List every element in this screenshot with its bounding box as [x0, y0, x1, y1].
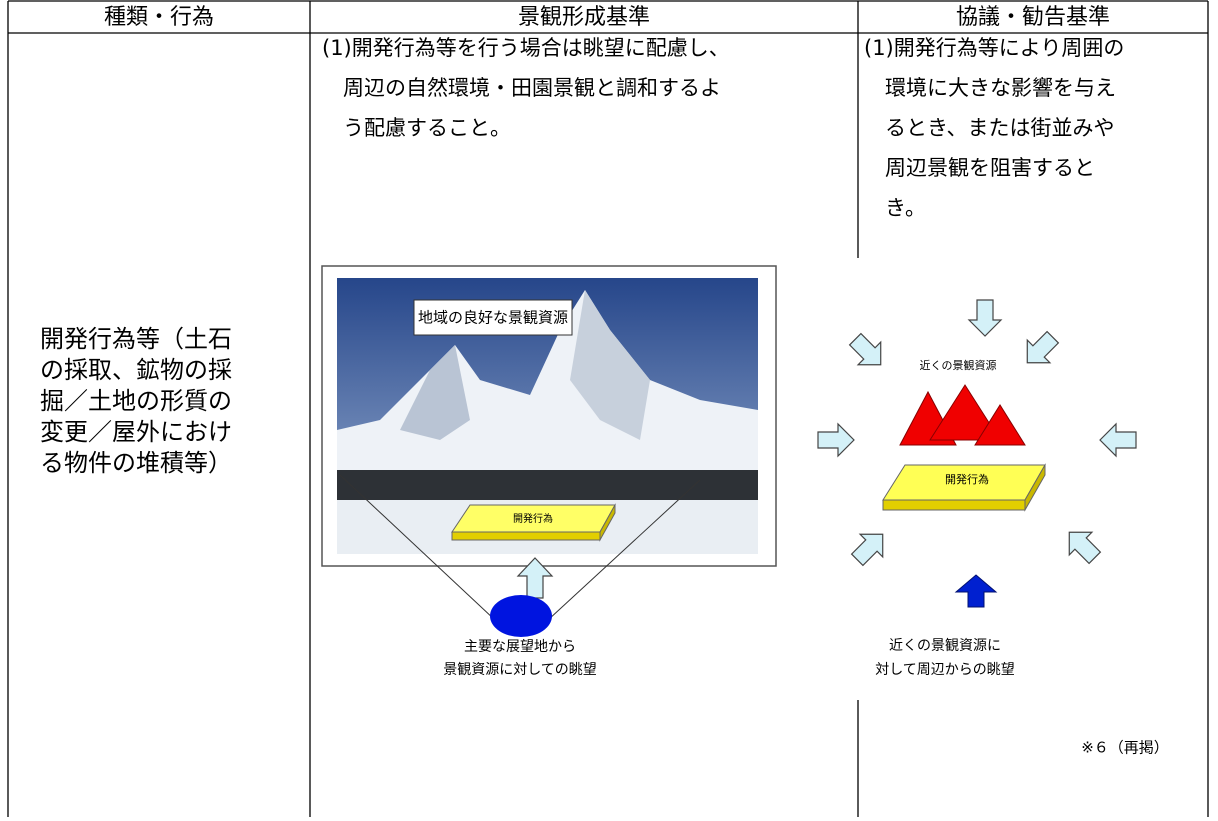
view-arrow [967, 299, 1003, 337]
slab-label: 開発行為 [513, 512, 553, 525]
view-arrow [1068, 531, 1102, 565]
resource-label: 近くの景観資源 [920, 358, 997, 372]
text-line: の採取、鉱物の採 [40, 356, 232, 384]
text-line: 変更／屋外におけ [40, 418, 232, 446]
text-line: 掘／土地の形質の [40, 387, 232, 415]
text-line: 開発行為等（土石 [40, 325, 232, 353]
text-line: るとき、または街並みや [885, 116, 1115, 140]
view-figure [321, 265, 777, 637]
text-line: 周辺の自然環境・田園景観と調和するよ [343, 76, 721, 100]
text-line: 主要な展望地から [464, 639, 576, 655]
text-line: (1)開発行為等により周囲の [864, 36, 1124, 60]
header-cell: 協議・勧告基準 [956, 5, 1110, 30]
text-line: 近くの景観資源に [889, 637, 1001, 654]
slab-label: 開発行為 [945, 472, 989, 486]
view-arrow [817, 422, 855, 458]
view-arrow [850, 533, 884, 567]
view-arrow [1026, 330, 1060, 364]
view-arrow [848, 332, 882, 366]
header-cell: 種類・行為 [104, 5, 214, 30]
text-line: 周辺景観を阻害すると [885, 156, 1095, 180]
table-borders [7, 0, 1209, 817]
note: ※６（再掲） [1081, 739, 1169, 757]
text-line: (1)開発行為等を行う場合は眺望に配慮し、 [322, 36, 730, 60]
text-line: 環境に大きな影響を与え [885, 76, 1116, 100]
surround-figure [817, 299, 1137, 608]
text-line: き。 [885, 196, 926, 220]
text-line: う配慮すること。 [343, 116, 511, 140]
figure-caption: 地域の良好な景観資源 [418, 309, 568, 327]
text-line: 景観資源に対しての眺望 [443, 661, 597, 678]
text-line: る物件の堆積等） [40, 449, 232, 477]
view-arrow [1099, 422, 1137, 458]
text-line: 対して周辺からの眺望 [875, 662, 1015, 678]
header-cell: 景観形成基準 [518, 5, 650, 30]
